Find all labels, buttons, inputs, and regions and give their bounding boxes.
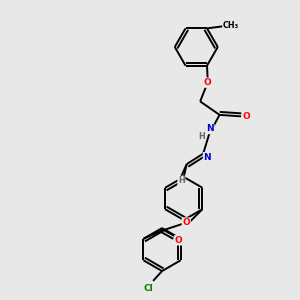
Text: O: O <box>243 112 250 121</box>
Text: N: N <box>206 124 214 134</box>
Text: O: O <box>204 78 212 87</box>
Text: O: O <box>175 236 182 245</box>
Text: CH₃: CH₃ <box>223 22 239 31</box>
Text: N: N <box>203 153 211 162</box>
Text: Cl: Cl <box>143 284 153 293</box>
Text: H: H <box>178 176 185 185</box>
Text: H: H <box>199 132 205 141</box>
Text: O: O <box>182 218 190 227</box>
